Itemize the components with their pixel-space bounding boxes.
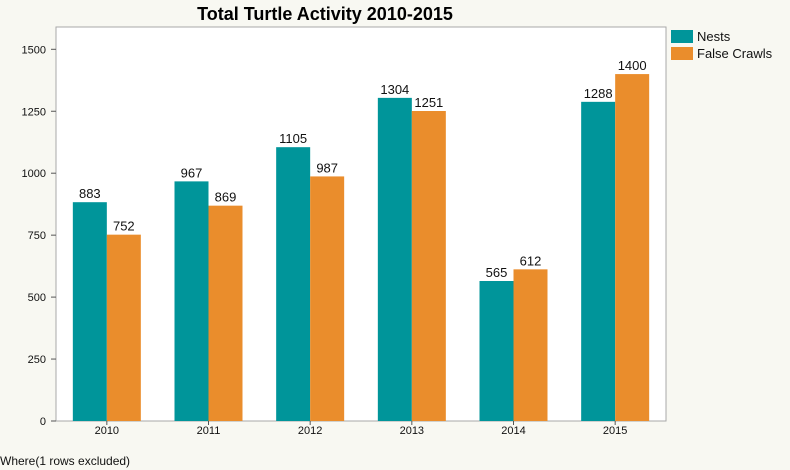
y-tick-label: 750 [28, 230, 46, 242]
bar-false-crawls-2013 [411, 111, 446, 421]
data-label-nests-2012: 1105 [279, 131, 307, 146]
y-tick-label: 1500 [22, 44, 46, 56]
footer-note: Where(1 rows excluded) [0, 454, 130, 468]
x-tick-label: 2012 [298, 425, 322, 437]
bar-nests-2014 [479, 280, 514, 421]
bar-false-crawls-2010 [106, 234, 141, 421]
bar-nests-2013 [377, 97, 412, 422]
legend-swatch-false-crawls [671, 47, 693, 60]
bar-false-crawls-2011 [208, 205, 243, 421]
bar-nests-2011 [174, 181, 209, 421]
x-tick-label: 2015 [603, 425, 627, 437]
bar-nests-2015 [581, 101, 616, 422]
chart-title: Total Turtle Activity 2010-2015 [197, 4, 453, 24]
data-label-false-crawls-2010: 752 [113, 219, 135, 234]
data-label-false-crawls-2015: 1400 [618, 58, 647, 73]
data-label-false-crawls-2012: 987 [316, 160, 338, 175]
y-tick-label: 250 [28, 354, 46, 366]
data-label-false-crawls-2013: 1251 [414, 95, 443, 110]
data-label-nests-2013: 1304 [380, 82, 409, 97]
bar-false-crawls-2012 [310, 176, 345, 421]
x-axis: 2010 2011 2012 2013 2014 2015 [95, 421, 627, 437]
data-label-false-crawls-2014: 612 [520, 253, 542, 268]
data-label-nests-2015: 1288 [584, 86, 613, 101]
x-tick-label: 2010 [95, 425, 119, 437]
legend-swatch-nests [671, 30, 693, 43]
x-tick-label: 2011 [197, 425, 221, 437]
data-label-false-crawls-2011: 869 [215, 190, 237, 205]
data-label-nests-2010: 883 [79, 186, 101, 201]
x-tick-label: 2013 [400, 425, 424, 437]
y-tick-label: 500 [28, 292, 46, 304]
y-tick-label: 1250 [22, 106, 46, 118]
y-axis: 0 250 500 750 1000 1250 1500 [22, 44, 56, 428]
plot-area [55, 26, 667, 422]
data-label-nests-2014: 565 [486, 265, 508, 280]
bars: 883 752 967 869 1105 987 1304 1251 565 612 1288 140… [72, 58, 650, 422]
legend: Nests False Crawls [671, 29, 773, 61]
y-tick-label: 1000 [22, 168, 46, 180]
y-tick-label: 0 [40, 416, 46, 428]
bar-false-crawls-2015 [615, 74, 650, 422]
legend-label-false-crawls: False Crawls [697, 46, 773, 61]
bar-false-crawls-2014 [513, 269, 548, 421]
bar-nests-2012 [276, 147, 311, 422]
legend-label-nests: Nests [697, 29, 731, 44]
data-label-nests-2011: 967 [181, 165, 203, 180]
bar-nests-2010 [72, 202, 107, 421]
x-tick-label: 2014 [501, 425, 525, 437]
